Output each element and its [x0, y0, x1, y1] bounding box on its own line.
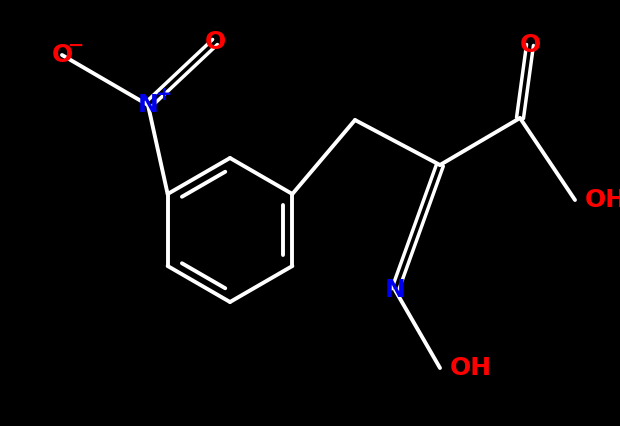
- Text: OH: OH: [450, 356, 492, 380]
- Text: O: O: [51, 43, 73, 67]
- Text: +: +: [156, 86, 172, 104]
- Text: OH: OH: [585, 188, 620, 212]
- Text: N: N: [384, 278, 405, 302]
- Text: −: −: [68, 35, 84, 55]
- Text: O: O: [205, 30, 226, 54]
- Text: O: O: [520, 33, 541, 57]
- Text: N: N: [138, 93, 159, 117]
